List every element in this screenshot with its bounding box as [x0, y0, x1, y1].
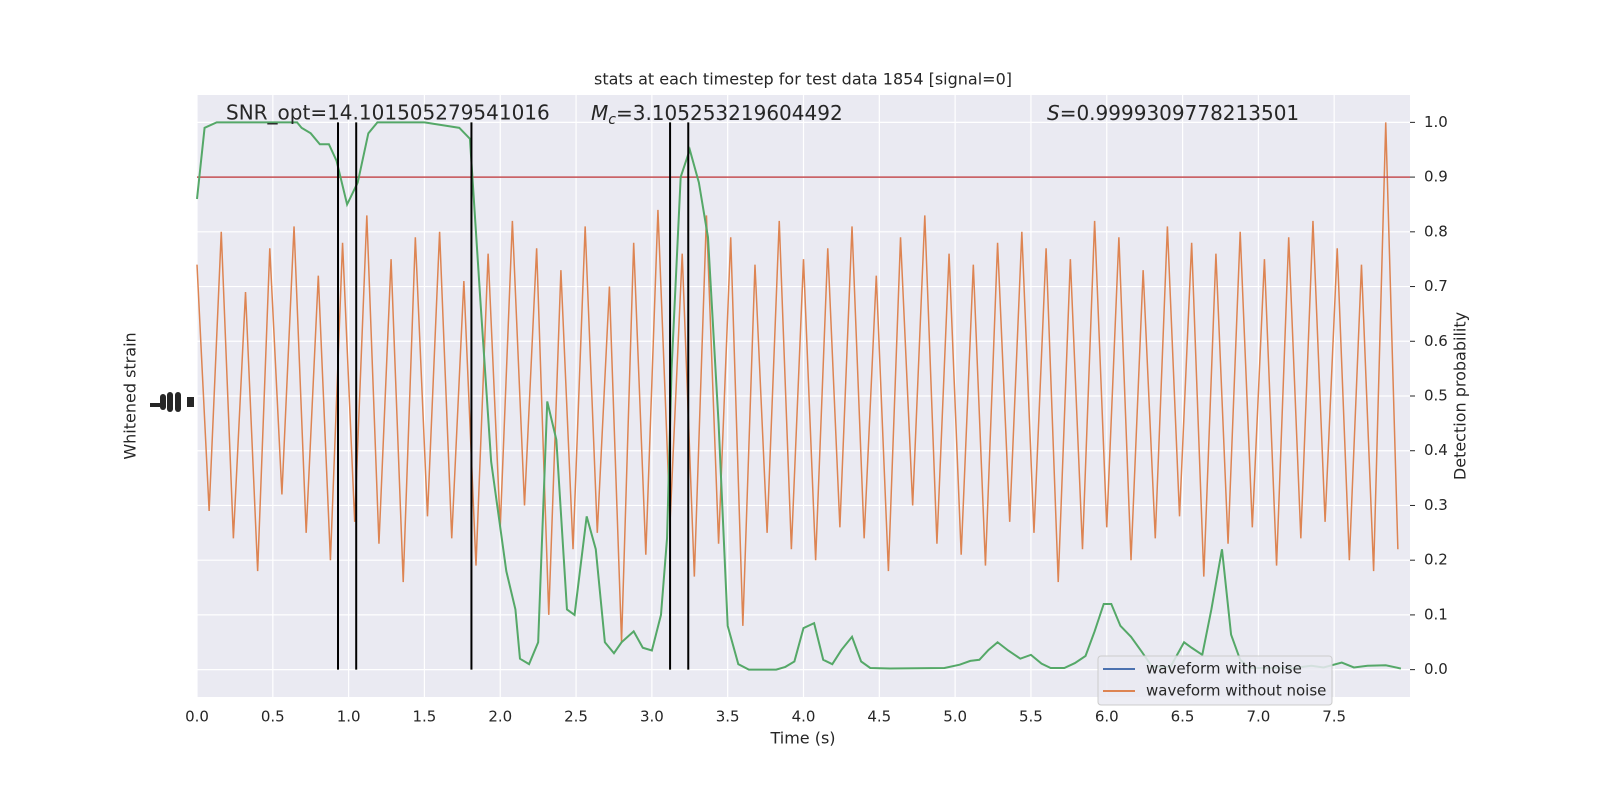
x-tick-label: 1.0	[337, 708, 361, 726]
marks	[196, 121, 1410, 671]
y2-tick-label: 0.5	[1424, 387, 1448, 405]
x-tick-label: 7.5	[1322, 708, 1346, 726]
mc-subscript: c	[608, 112, 616, 128]
chart-title: stats at each timestep for test data 185…	[594, 70, 1012, 89]
x-axis-label: Time (s)	[769, 729, 835, 748]
mc-annotation: Mc=3.105253219604492	[591, 101, 843, 129]
snr-annotation: SNR_opt=14.101505279541016	[226, 101, 550, 125]
y2-tick-label: 0.7	[1424, 277, 1448, 295]
x-tick-label: 4.5	[867, 708, 891, 726]
s-annotation: S=0.9999309778213501	[1047, 101, 1299, 125]
mc-symbol: M	[591, 101, 608, 125]
y-axis-label: Whitened strain	[121, 332, 140, 459]
y2-axis-label: Detection probability	[1451, 312, 1470, 480]
x-tick-label: 5.0	[943, 708, 967, 726]
x-tick-label: 5.5	[1019, 708, 1043, 726]
x-tick-label: 0.0	[185, 708, 209, 726]
y2-tick-label: 0.0	[1424, 660, 1448, 678]
x-tick-label: 3.5	[716, 708, 740, 726]
legend-label: waveform with noise	[1146, 660, 1302, 678]
x-tick-label: 6.0	[1095, 708, 1119, 726]
x-tick-label: 1.5	[413, 708, 437, 726]
mc-value: =3.105253219604492	[616, 101, 843, 125]
legend-box	[1097, 655, 1333, 706]
legend: waveform with noise waveform without nois…	[1097, 655, 1333, 706]
probability-line	[196, 121, 1402, 671]
y2-tick-label: 0.9	[1424, 168, 1448, 186]
x-tick-label: 3.0	[640, 708, 664, 726]
x-tick-label: 6.5	[1171, 708, 1195, 726]
x-tick-label: 2.5	[564, 708, 588, 726]
legend-label: waveform without noise	[1146, 682, 1326, 700]
waveform-line	[196, 122, 1399, 643]
s-value: =0.9999309778213501	[1060, 101, 1299, 125]
x-tick-label: 2.0	[488, 708, 512, 726]
y2-tick-label: 0.8	[1424, 222, 1448, 240]
s-symbol: S	[1047, 101, 1060, 125]
y2-tick-label: 0.6	[1424, 332, 1448, 350]
y2-tick-label: 1.0	[1424, 113, 1448, 131]
y2-tick-label: 0.3	[1424, 496, 1448, 514]
y2-tick-label: 0.2	[1424, 551, 1448, 569]
y2-tick-label: 0.1	[1424, 605, 1448, 623]
overlapping-tick-blob	[150, 392, 194, 412]
x-tick-label: 4.0	[792, 708, 816, 726]
x-tick-label: 7.0	[1246, 708, 1270, 726]
y2-tick-label: 0.4	[1424, 441, 1448, 459]
x-tick-label: 0.5	[261, 708, 285, 726]
